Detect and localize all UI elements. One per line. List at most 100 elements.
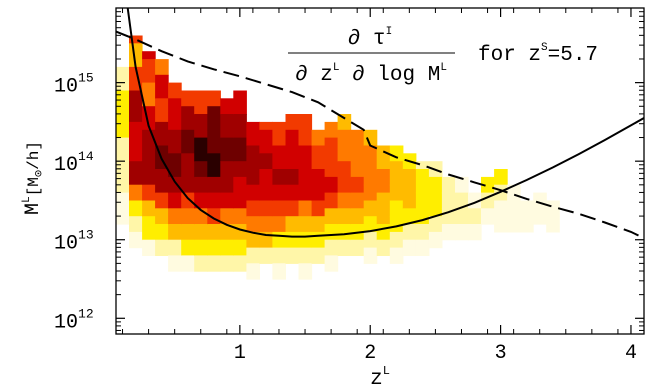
heatmap-cell — [415, 169, 430, 194]
heatmap-cell — [324, 208, 339, 225]
heatmap-cell — [220, 98, 234, 115]
y-axis-label-main: M — [22, 203, 45, 215]
heatmap-cell — [285, 114, 300, 131]
heatmap-cell — [363, 184, 378, 201]
heatmap-cell — [272, 247, 286, 264]
heatmap-cell — [181, 255, 195, 272]
heatmap-cell — [272, 216, 286, 233]
heatmap-cell — [337, 176, 352, 194]
heatmap-cell — [233, 192, 247, 209]
heatmap-cell — [415, 239, 430, 256]
heatmap-cell — [363, 231, 378, 249]
heatmap-cell — [194, 90, 208, 115]
heatmap-cell — [428, 200, 443, 217]
heatmap-cell — [207, 255, 221, 272]
heatmap-cell — [142, 129, 156, 154]
heatmap-cell — [468, 208, 482, 225]
heatmap-cell — [220, 255, 234, 272]
heatmap-cell — [246, 200, 260, 217]
heatmap-cell — [363, 200, 378, 217]
heatmap-cell — [507, 216, 521, 233]
heatmap-cell — [415, 192, 430, 209]
heatmap-cell — [116, 192, 130, 225]
heatmap-cell — [233, 90, 247, 115]
heatmap-cell — [441, 192, 456, 209]
heatmap-cell — [207, 224, 221, 241]
heatmap-cell — [220, 176, 234, 194]
heatmap-cell — [376, 224, 391, 241]
heatmap-cell — [194, 239, 208, 256]
heatmap-cell — [311, 200, 326, 217]
heatmap-cell — [259, 247, 273, 264]
heatmap-cell — [376, 145, 391, 170]
heatmap-cell — [194, 176, 208, 194]
solid-curve — [126, 8, 644, 238]
heatmap-cell — [259, 200, 273, 217]
heatmap-cell — [415, 161, 430, 170]
heatmap-cell — [142, 184, 156, 201]
heatmap-cell — [402, 224, 417, 241]
heatmap-cell — [520, 200, 534, 217]
heatmap-cell — [376, 239, 391, 256]
heatmap-cell — [233, 208, 247, 225]
heatmap-cell — [259, 216, 273, 233]
heatmap-cell — [155, 169, 169, 194]
y-axis-label: ML[M⊙/h] — [21, 141, 46, 215]
heatmap-cell — [246, 121, 260, 147]
x-tick-label: 4 — [625, 342, 637, 365]
heatmap-cell — [350, 176, 365, 194]
heatmap-cell — [194, 255, 208, 272]
heatmap-cell — [298, 263, 313, 280]
heatmap-cell — [337, 239, 352, 256]
heatmap-cell — [337, 192, 352, 209]
heatmap-cell — [272, 263, 286, 280]
heatmap-cell — [363, 145, 378, 170]
heatmap-cell — [311, 231, 326, 249]
y-tick-label: 1012 — [54, 306, 94, 334]
heatmap-cell — [168, 98, 182, 131]
heatmap-cell — [155, 192, 169, 209]
heatmap-cell — [324, 161, 339, 178]
heatmap-cell — [298, 169, 313, 186]
heatmap-cell — [468, 224, 482, 241]
heatmap-cell — [507, 200, 521, 217]
heatmap-cell — [428, 216, 443, 233]
heatmap-cell — [181, 224, 195, 241]
heatmap-cell — [207, 90, 221, 107]
annotation-numerator: ∂ τI — [348, 26, 392, 51]
heatmap-cell — [142, 200, 156, 217]
heatmap-cell — [116, 90, 130, 139]
heatmap-cell — [363, 169, 378, 186]
heatmap-cell — [246, 184, 260, 201]
heatmap-cell — [142, 239, 156, 256]
heatmap-cell — [441, 224, 456, 241]
heatmap-cell — [455, 208, 469, 225]
heatmap-cell — [142, 82, 156, 107]
heatmap-cell — [194, 114, 208, 139]
heatmap-cell — [155, 74, 169, 99]
heatmap-cell — [363, 129, 378, 147]
heatmap-cell — [168, 224, 182, 241]
heatmap-cell — [298, 247, 313, 264]
heatmap-cell — [455, 176, 469, 194]
heatmap-cell — [455, 192, 469, 209]
heatmap-cell — [142, 153, 156, 186]
heatmap-cell — [546, 200, 560, 217]
heatmap-cell — [129, 184, 143, 201]
heatmap-cell — [194, 161, 208, 178]
heatmap-cell — [389, 216, 404, 233]
heatmap-cell — [207, 153, 221, 178]
heatmap-cell — [376, 192, 391, 209]
heatmap-cell — [285, 231, 300, 249]
heatmap-cell — [533, 208, 547, 225]
heatmap-cell — [428, 231, 443, 249]
heatmap-cell — [337, 208, 352, 225]
heatmap-cell — [259, 169, 273, 186]
heatmap-cell — [116, 66, 130, 92]
heatmap-cell — [324, 239, 339, 256]
x-axis-label-main: z — [370, 368, 383, 388]
y-axis-label-tail: /h] — [25, 141, 43, 170]
heatmap-cell — [272, 169, 286, 186]
heatmap-cell — [389, 200, 404, 217]
annotation-denominator: ∂ zL ∂ log ML — [295, 62, 447, 87]
